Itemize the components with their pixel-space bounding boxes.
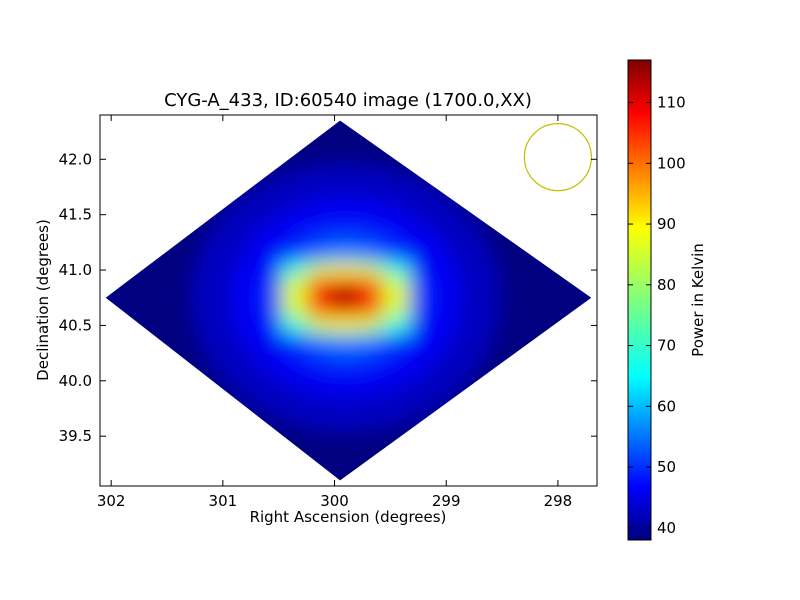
x-tick-label: 298 bbox=[544, 492, 573, 510]
heatmap-cell bbox=[382, 318, 409, 334]
source-emission bbox=[191, 163, 501, 433]
y-tick-label: 41.5 bbox=[59, 206, 92, 224]
heatmap-cell bbox=[332, 318, 359, 334]
heatmap-cell bbox=[357, 304, 384, 320]
heatmap-cell bbox=[332, 304, 359, 320]
chart-figure: CYG-A_433, ID:60540 image (1700.0,XX) 30… bbox=[0, 0, 800, 600]
heatmap-cell bbox=[307, 304, 334, 320]
x-tick-label: 301 bbox=[209, 492, 238, 510]
heatmap-cell bbox=[382, 276, 409, 292]
heatmap-cell bbox=[382, 262, 409, 278]
x-tick-label: 302 bbox=[97, 492, 126, 510]
colorbar-tick-label: 90 bbox=[657, 215, 676, 233]
y-tick-label: 42.0 bbox=[59, 150, 92, 168]
colorbar-tick-label: 60 bbox=[657, 397, 676, 415]
heatmap-cell bbox=[282, 318, 309, 334]
colorbar-gradient bbox=[628, 60, 651, 540]
colorbar-tick-label: 100 bbox=[657, 154, 686, 172]
heatmap-cell bbox=[307, 276, 334, 292]
heatmap-cell bbox=[382, 304, 409, 320]
heatmap-cell bbox=[282, 262, 309, 278]
heatmap-cell bbox=[307, 318, 334, 334]
heatmap-cell bbox=[332, 276, 359, 292]
x-axis-title: Right Ascension (degrees) bbox=[250, 508, 447, 526]
heatmap-cell bbox=[332, 290, 359, 306]
colorbar-tick-label: 50 bbox=[657, 458, 676, 476]
colorbar-tick-label: 80 bbox=[657, 276, 676, 294]
heatmap-cell bbox=[382, 290, 409, 306]
heatmap-cell bbox=[357, 276, 384, 292]
y-tick-label: 40.0 bbox=[59, 372, 92, 390]
heatmap-cell bbox=[282, 276, 309, 292]
heatmap-cell bbox=[357, 262, 384, 278]
heatmap-cell bbox=[357, 290, 384, 306]
y-tick-label: 40.5 bbox=[59, 316, 92, 334]
heatmap-cell bbox=[307, 262, 334, 278]
y-tick-label: 39.5 bbox=[59, 427, 92, 445]
colorbar-label: Power in Kelvin bbox=[689, 243, 707, 357]
plot-area: 302 301 300 299 298 39.540.040.541.041.542.0 bbox=[59, 115, 597, 510]
colorbar-tick-label: 40 bbox=[657, 519, 676, 537]
y-tick-label: 41.0 bbox=[59, 261, 92, 279]
y-axis-title: Declination (degrees) bbox=[34, 219, 52, 381]
heatmap-cell bbox=[357, 318, 384, 334]
colorbar-tick-label: 110 bbox=[657, 94, 686, 112]
heatmap-cell bbox=[332, 262, 359, 278]
heatmap-cell bbox=[282, 290, 309, 306]
heatmap-cell bbox=[307, 290, 334, 306]
colorbar-tick-label: 70 bbox=[657, 337, 676, 355]
colorbar: 40 50 60 70 80 90 100 110 Power in Kelvin bbox=[628, 60, 707, 540]
chart-title: CYG-A_433, ID:60540 image (1700.0,XX) bbox=[164, 90, 532, 111]
heatmap-cell bbox=[282, 304, 309, 320]
